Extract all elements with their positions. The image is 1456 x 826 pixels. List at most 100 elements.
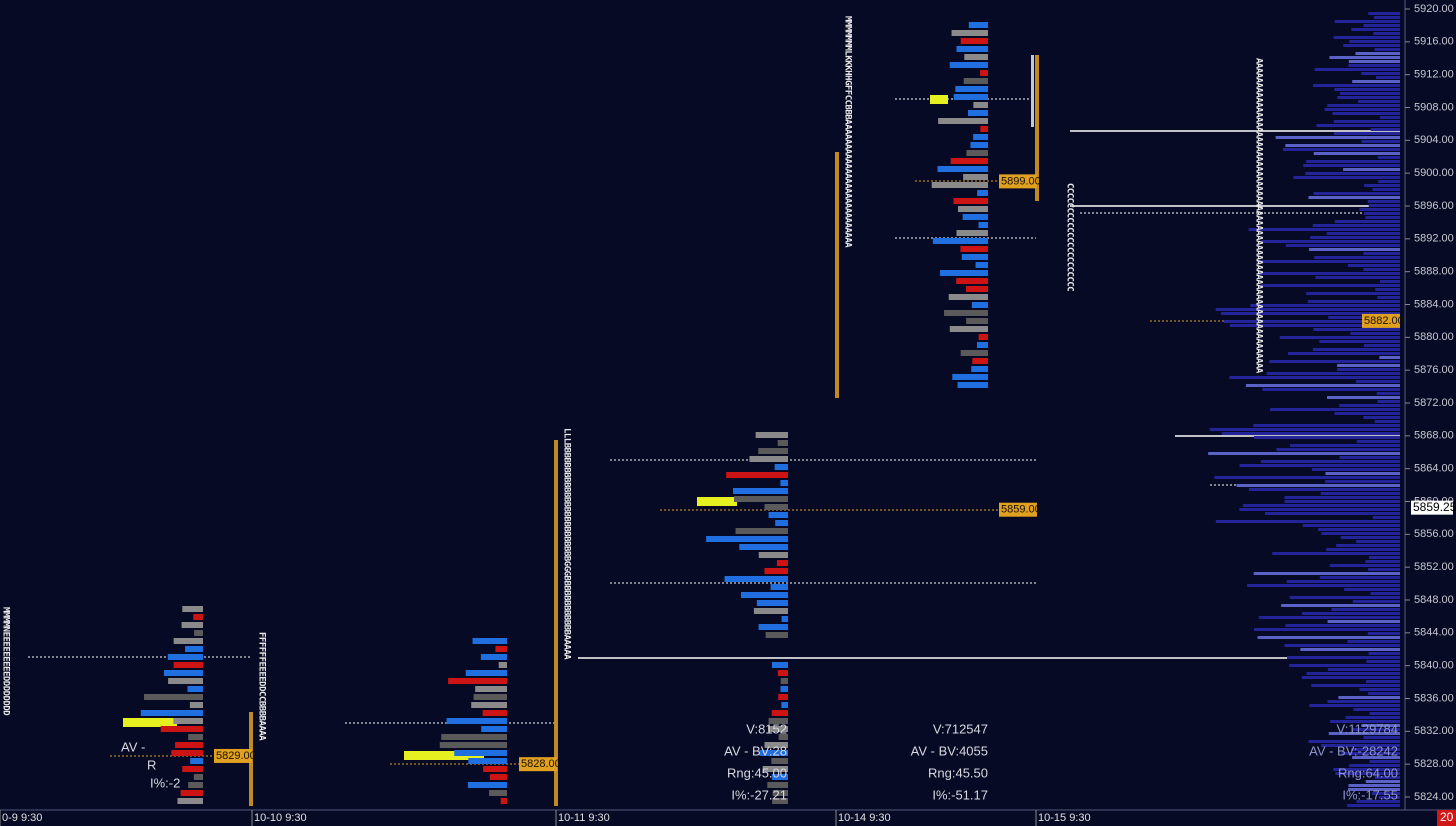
volume-bar xyxy=(956,230,988,236)
composite-bar xyxy=(1366,660,1400,663)
volume-bar xyxy=(758,552,788,558)
price-tick-label: 5908.00 xyxy=(1414,101,1454,113)
session-stat: Rng:64.00 xyxy=(1338,765,1398,780)
composite-bar xyxy=(1343,168,1400,171)
volume-bar xyxy=(180,790,203,796)
price-tick-label: 5824.00 xyxy=(1414,791,1454,803)
composite-bar xyxy=(1324,108,1400,111)
volume-bar xyxy=(966,150,988,156)
composite-bar xyxy=(1334,412,1400,415)
composite-bar xyxy=(1209,428,1400,431)
volume-bar xyxy=(764,568,788,574)
composite-bar xyxy=(1364,184,1400,187)
volume-bar xyxy=(970,142,988,148)
composite-bar xyxy=(1334,88,1400,91)
composite-bar xyxy=(1374,48,1400,51)
composite-bar xyxy=(1327,396,1400,399)
composite-bar xyxy=(1266,372,1400,375)
volume-bar xyxy=(454,750,507,756)
composite-bar xyxy=(1311,684,1400,687)
composite-bar xyxy=(1368,568,1400,571)
composite-bar xyxy=(1349,764,1400,767)
time-label: 10-10 9:30 xyxy=(254,812,307,824)
price-tick-label: 5900.00 xyxy=(1414,167,1454,179)
composite-bar xyxy=(1320,744,1400,747)
volume-bar xyxy=(482,710,507,716)
composite-bar xyxy=(1374,16,1400,19)
composite-bar xyxy=(1355,52,1400,55)
volume-bar xyxy=(182,606,203,612)
volume-bar xyxy=(768,726,788,732)
volume-bar xyxy=(962,214,988,220)
volume-bar xyxy=(483,766,507,772)
volume-bar xyxy=(168,678,203,684)
price-axis-area xyxy=(1405,0,1456,810)
composite-bar xyxy=(1337,364,1400,367)
composite-bar xyxy=(1319,576,1400,579)
composite-bar xyxy=(1313,328,1400,331)
tpo-column: MMMMNEEEEEEEEEDDDDDDDD xyxy=(1,607,11,716)
composite-bar xyxy=(1350,748,1400,751)
composite-bar xyxy=(1327,700,1400,703)
volume-bar xyxy=(194,630,203,636)
volume-bar xyxy=(932,238,988,244)
volume-bar xyxy=(771,758,788,764)
composite-bar xyxy=(1276,448,1400,451)
volume-bar xyxy=(144,694,203,700)
volume-bar xyxy=(953,94,988,100)
composite-bar xyxy=(1344,588,1400,591)
value-highlight xyxy=(697,497,737,506)
composite-bar xyxy=(1331,608,1400,611)
composite-bar xyxy=(1366,680,1400,683)
composite-bar xyxy=(1340,536,1400,539)
tpo-column: FFFFFFEEEEDDCCBBBBAAAA xyxy=(257,632,267,741)
volume-bar xyxy=(465,670,507,676)
composite-bar xyxy=(1326,548,1400,551)
volume-bar xyxy=(949,326,988,332)
composite-bar xyxy=(1375,288,1400,291)
composite-bar xyxy=(1312,224,1400,227)
composite-bar xyxy=(1333,36,1400,39)
volume-bar xyxy=(764,742,788,748)
range-bar xyxy=(835,152,839,398)
volume-bar xyxy=(768,718,788,724)
volume-bar xyxy=(957,206,988,212)
volume-bar xyxy=(175,742,203,748)
volume-bar xyxy=(972,358,988,364)
volume-bar xyxy=(177,798,203,804)
volume-bar xyxy=(771,774,788,780)
volume-bar xyxy=(759,750,788,756)
composite-bar xyxy=(1361,724,1400,727)
composite-bar xyxy=(1369,760,1400,763)
price-tag-label: 5859.00 xyxy=(1001,504,1041,516)
volume-bar xyxy=(173,718,203,724)
tpo-column: MMMMMMMLKKKHHGFFCCBBBAAAAAAAAAAAAAAAAAAA… xyxy=(843,16,853,248)
composite-bar xyxy=(1256,260,1400,263)
composite-bar xyxy=(1343,44,1400,47)
composite-bar xyxy=(1306,292,1400,295)
price-tag xyxy=(214,748,252,763)
volume-bar xyxy=(735,528,788,534)
composite-bar xyxy=(1260,284,1400,287)
volume-bar xyxy=(775,520,788,526)
composite-bar xyxy=(1363,736,1400,739)
composite-bar xyxy=(1318,528,1400,531)
session-stat: I%:-17.55 xyxy=(1342,787,1398,802)
composite-bar xyxy=(1332,112,1400,115)
session-stat: I%:-27.21 xyxy=(731,787,787,802)
composite-bar xyxy=(1270,408,1400,411)
composite-bar xyxy=(1363,344,1400,347)
volume-bar xyxy=(980,70,988,76)
composite-bar xyxy=(1348,64,1400,67)
composite-bar xyxy=(1363,24,1400,27)
composite-bar xyxy=(1352,756,1400,759)
volume-bar xyxy=(774,464,788,470)
volume-bar xyxy=(940,270,988,276)
range-bar xyxy=(554,440,558,806)
volume-bar xyxy=(733,488,788,494)
price-tick-label: 5876.00 xyxy=(1414,364,1454,376)
composite-bar xyxy=(1377,296,1400,299)
volume-bar xyxy=(753,608,788,614)
